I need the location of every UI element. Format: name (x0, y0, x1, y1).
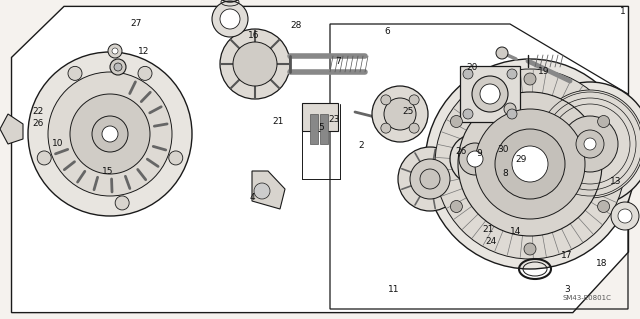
Polygon shape (460, 66, 520, 122)
Circle shape (611, 202, 639, 230)
Circle shape (598, 201, 610, 212)
Circle shape (451, 115, 462, 128)
Circle shape (495, 129, 565, 199)
Text: 25: 25 (402, 108, 413, 116)
Circle shape (409, 95, 419, 105)
Circle shape (435, 69, 625, 259)
Text: 26: 26 (455, 146, 467, 155)
Circle shape (576, 130, 604, 158)
Text: 21: 21 (482, 226, 493, 234)
Circle shape (463, 109, 473, 119)
Text: 23: 23 (328, 115, 339, 123)
Circle shape (562, 116, 618, 172)
Circle shape (381, 95, 391, 105)
Text: 16: 16 (248, 31, 259, 40)
Polygon shape (310, 114, 318, 144)
Text: 17: 17 (561, 250, 573, 259)
Circle shape (459, 143, 491, 175)
Text: 4: 4 (250, 192, 255, 202)
Circle shape (254, 183, 270, 199)
Circle shape (48, 72, 172, 196)
Polygon shape (252, 171, 285, 209)
Circle shape (467, 151, 483, 167)
Text: 19: 19 (538, 66, 550, 76)
Circle shape (409, 123, 419, 133)
Circle shape (110, 59, 126, 75)
Circle shape (220, 9, 240, 29)
Circle shape (475, 109, 585, 219)
Text: 20: 20 (466, 63, 477, 71)
Circle shape (584, 138, 596, 150)
Circle shape (618, 209, 632, 223)
Circle shape (220, 29, 290, 99)
Circle shape (37, 151, 51, 165)
Circle shape (410, 159, 450, 199)
Polygon shape (12, 6, 628, 313)
Circle shape (507, 109, 517, 119)
Circle shape (233, 42, 277, 86)
Text: 11: 11 (388, 285, 399, 293)
Circle shape (108, 44, 122, 58)
Text: 9: 9 (476, 150, 482, 159)
Circle shape (92, 116, 128, 152)
Text: 22: 22 (32, 108, 44, 116)
Circle shape (68, 66, 82, 80)
Text: 26: 26 (32, 118, 44, 128)
Circle shape (458, 92, 602, 236)
Text: 8: 8 (502, 169, 508, 179)
Circle shape (381, 123, 391, 133)
Text: 2: 2 (358, 142, 364, 151)
Circle shape (490, 89, 500, 99)
Text: 13: 13 (610, 176, 621, 186)
Circle shape (524, 73, 536, 85)
Circle shape (504, 103, 516, 115)
Circle shape (472, 76, 508, 112)
Circle shape (169, 151, 183, 165)
Circle shape (115, 196, 129, 210)
Text: 10: 10 (52, 139, 63, 149)
Circle shape (507, 69, 517, 79)
Circle shape (138, 66, 152, 80)
Text: SM43-E0801C: SM43-E0801C (563, 295, 611, 301)
FancyBboxPatch shape (302, 103, 338, 131)
Circle shape (524, 243, 536, 255)
Text: 6: 6 (384, 27, 390, 36)
Circle shape (512, 146, 548, 182)
Text: 29: 29 (515, 155, 526, 165)
Text: 28: 28 (290, 20, 301, 29)
Text: 12: 12 (138, 47, 149, 56)
Circle shape (372, 86, 428, 142)
Circle shape (536, 90, 640, 198)
Text: 27: 27 (130, 19, 141, 28)
Circle shape (463, 69, 473, 79)
Circle shape (598, 115, 610, 128)
Text: 1: 1 (620, 6, 626, 16)
Text: 18: 18 (596, 258, 607, 268)
Text: 3: 3 (564, 285, 570, 293)
Circle shape (70, 94, 150, 174)
Polygon shape (320, 114, 328, 144)
Circle shape (114, 63, 122, 71)
Circle shape (480, 84, 500, 104)
Circle shape (450, 134, 500, 184)
Text: 24: 24 (485, 236, 496, 246)
Text: 21: 21 (272, 117, 284, 127)
Circle shape (420, 169, 440, 189)
Text: 5: 5 (318, 122, 324, 131)
Text: 30: 30 (497, 145, 509, 153)
Circle shape (425, 59, 635, 269)
Text: 14: 14 (510, 226, 522, 235)
Circle shape (528, 82, 640, 206)
Circle shape (451, 201, 462, 212)
Circle shape (112, 48, 118, 54)
Polygon shape (0, 114, 23, 144)
Circle shape (496, 47, 508, 59)
Circle shape (398, 147, 462, 211)
Text: 7: 7 (335, 56, 340, 65)
Text: 15: 15 (102, 167, 113, 175)
Circle shape (102, 126, 118, 142)
Circle shape (212, 1, 248, 37)
Circle shape (28, 52, 192, 216)
Circle shape (384, 98, 416, 130)
